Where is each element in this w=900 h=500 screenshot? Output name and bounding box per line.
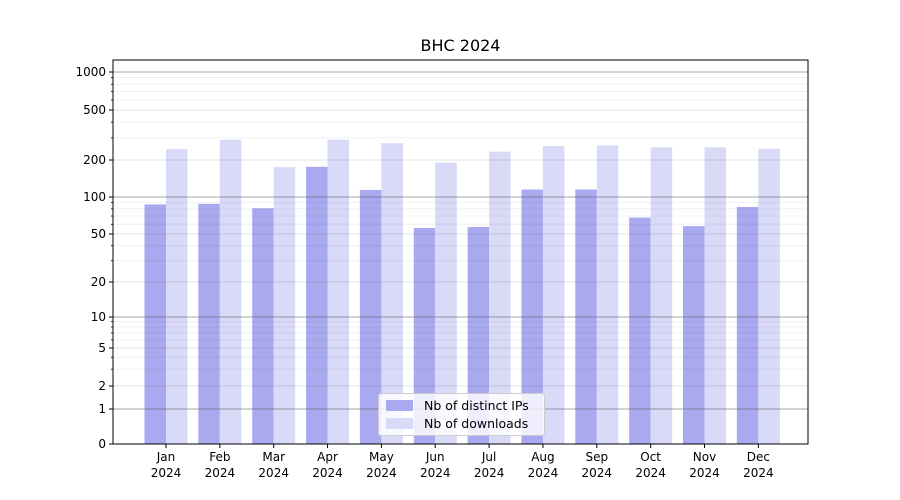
legend-label-distinct-ips: Nb of distinct IPs <box>424 398 529 413</box>
bar-downloads-mar <box>273 167 296 444</box>
bar-downloads-oct <box>650 147 673 444</box>
bar-downloads-nov <box>704 147 726 444</box>
bar-distinct-ips-jun <box>413 227 436 444</box>
bar-distinct-ips-jan <box>144 204 166 444</box>
bar-downloads-jul <box>489 151 511 445</box>
chart-title: BHC 2024 <box>420 36 501 55</box>
x-tick-label-year: 2024 <box>635 466 666 480</box>
x-tick-label-month: Aug <box>531 450 554 464</box>
y-tick-label: 1000 <box>75 65 106 79</box>
bar-downloads-jan <box>166 149 188 444</box>
legend-entry-distinct-ips: Nb of distinct IPs <box>386 398 544 413</box>
x-tick-label-month: May <box>369 450 394 464</box>
y-tick-label: 5 <box>98 341 106 355</box>
x-tick-label-year: 2024 <box>474 466 505 480</box>
y-tick-label: 200 <box>83 153 106 167</box>
bar-downloads-feb <box>219 139 242 444</box>
x-tick-label-month: Jul <box>481 450 496 464</box>
y-tick-label: 10 <box>91 310 106 324</box>
bar-distinct-ips-oct <box>629 217 651 444</box>
x-tick-label-year: 2024 <box>743 466 774 480</box>
legend-label-downloads: Nb of downloads <box>424 416 529 431</box>
x-tick-label-year: 2024 <box>420 466 451 480</box>
x-tick-label-month: Nov <box>693 450 716 464</box>
bar-downloads-apr <box>327 139 350 444</box>
x-tick-label-month: Jan <box>156 450 176 464</box>
y-tick-label: 50 <box>91 227 106 241</box>
x-tick-label-year: 2024 <box>258 466 289 480</box>
legend-swatch-downloads <box>386 418 413 429</box>
x-tick-label-year: 2024 <box>582 466 613 480</box>
bar-distinct-ips-apr <box>306 166 328 444</box>
y-tick-label: 2 <box>98 379 106 393</box>
bar-distinct-ips-mar <box>252 208 274 444</box>
y-tick-label: 20 <box>91 275 106 289</box>
x-tick-label-year: 2024 <box>205 466 236 480</box>
y-tick-label: 500 <box>83 103 106 117</box>
bar-downloads-jun <box>435 162 457 444</box>
x-tick-label-month: Mar <box>262 450 285 464</box>
bar-downloads-may <box>381 143 403 444</box>
x-tick-label-year: 2024 <box>151 466 182 480</box>
x-tick-label-month: Oct <box>640 450 661 464</box>
y-tick-label: 1 <box>98 402 106 416</box>
x-tick-label-month: Apr <box>317 450 338 464</box>
x-tick-label-year: 2024 <box>312 466 343 480</box>
bar-distinct-ips-jul <box>467 227 490 444</box>
bar-downloads-sep <box>596 145 619 444</box>
axes-spines <box>112 59 809 445</box>
legend-entry-downloads: Nb of downloads <box>386 416 544 431</box>
x-tick-label-year: 2024 <box>528 466 559 480</box>
bar-downloads-dec <box>758 148 780 445</box>
bar-distinct-ips-nov <box>683 226 705 444</box>
y-tick-label: 0 <box>98 437 106 451</box>
x-tick-label-year: 2024 <box>689 466 720 480</box>
x-tick-label-month: Dec <box>747 450 770 464</box>
y-tick-label: 100 <box>83 190 106 204</box>
x-tick-label-month: Jun <box>425 450 445 464</box>
legend: Nb of distinct IPs Nb of downloads <box>378 393 545 436</box>
x-tick-label-month: Sep <box>585 450 608 464</box>
bar-distinct-ips-dec <box>736 206 759 444</box>
bar-distinct-ips-feb <box>198 203 220 444</box>
x-tick-label-year: 2024 <box>366 466 397 480</box>
bar-downloads-aug <box>542 146 565 444</box>
legend-swatch-distinct-ips <box>386 400 413 411</box>
x-tick-label-month: Feb <box>209 450 230 464</box>
